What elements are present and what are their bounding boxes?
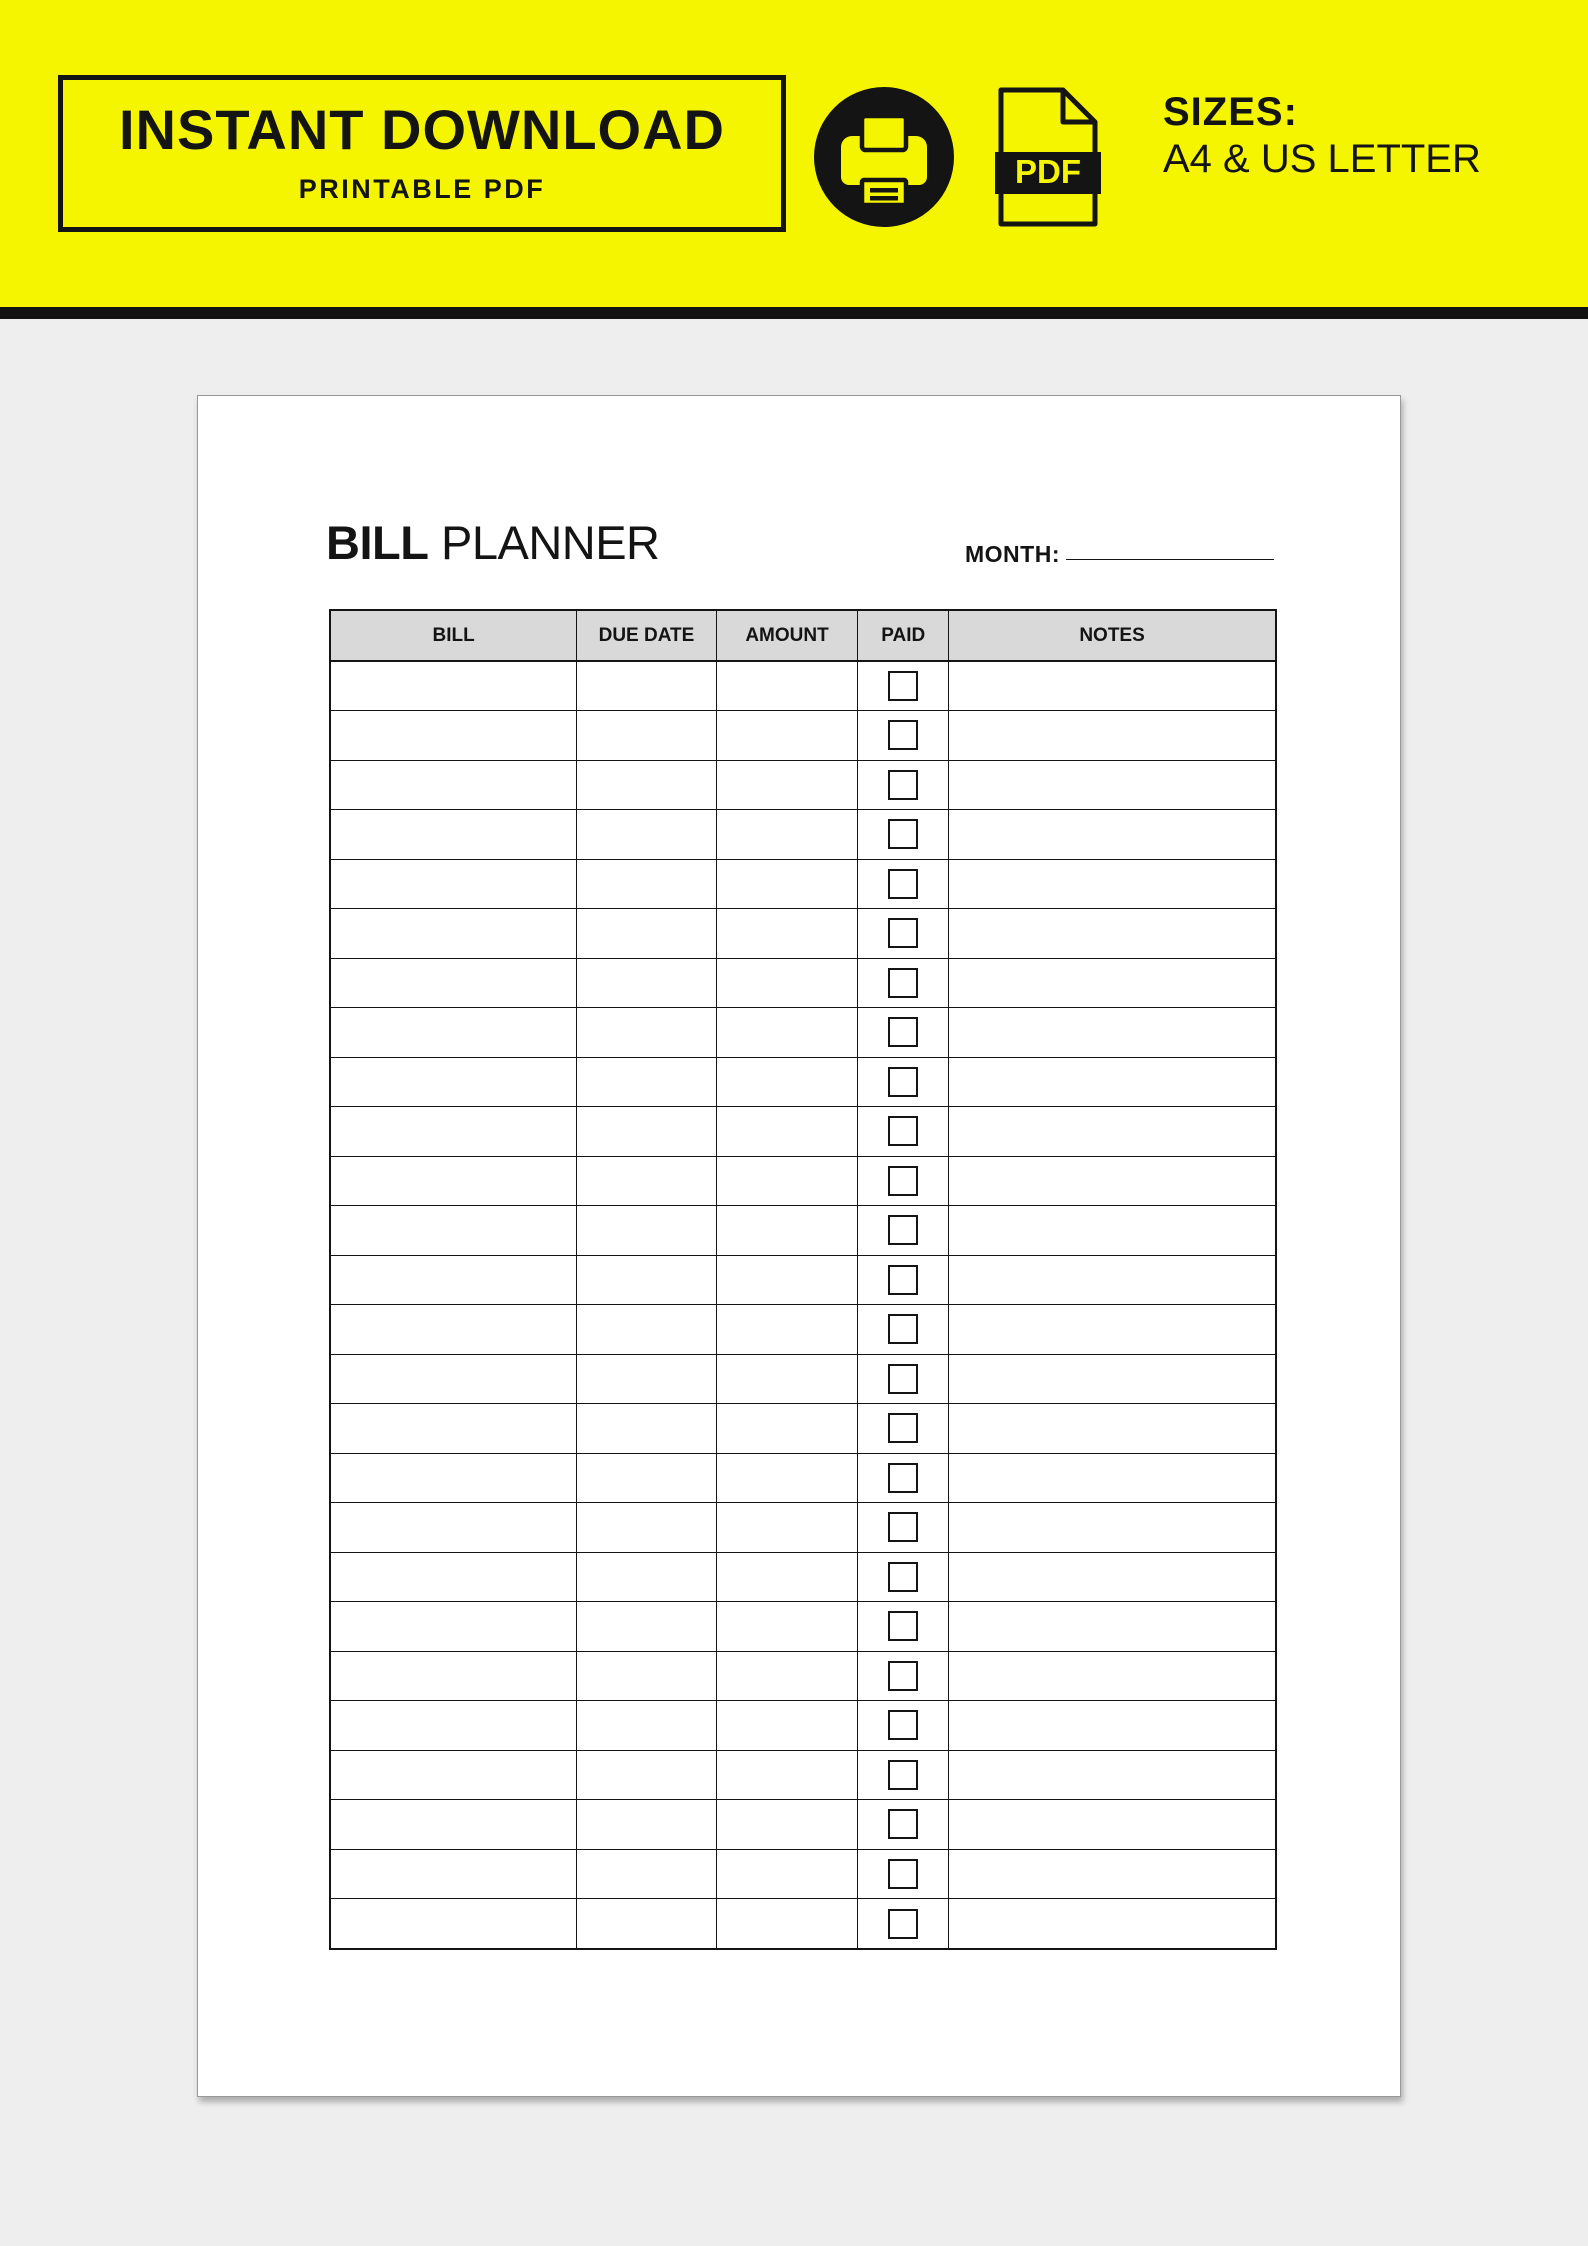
svg-text:PDF: PDF	[1015, 153, 1081, 190]
